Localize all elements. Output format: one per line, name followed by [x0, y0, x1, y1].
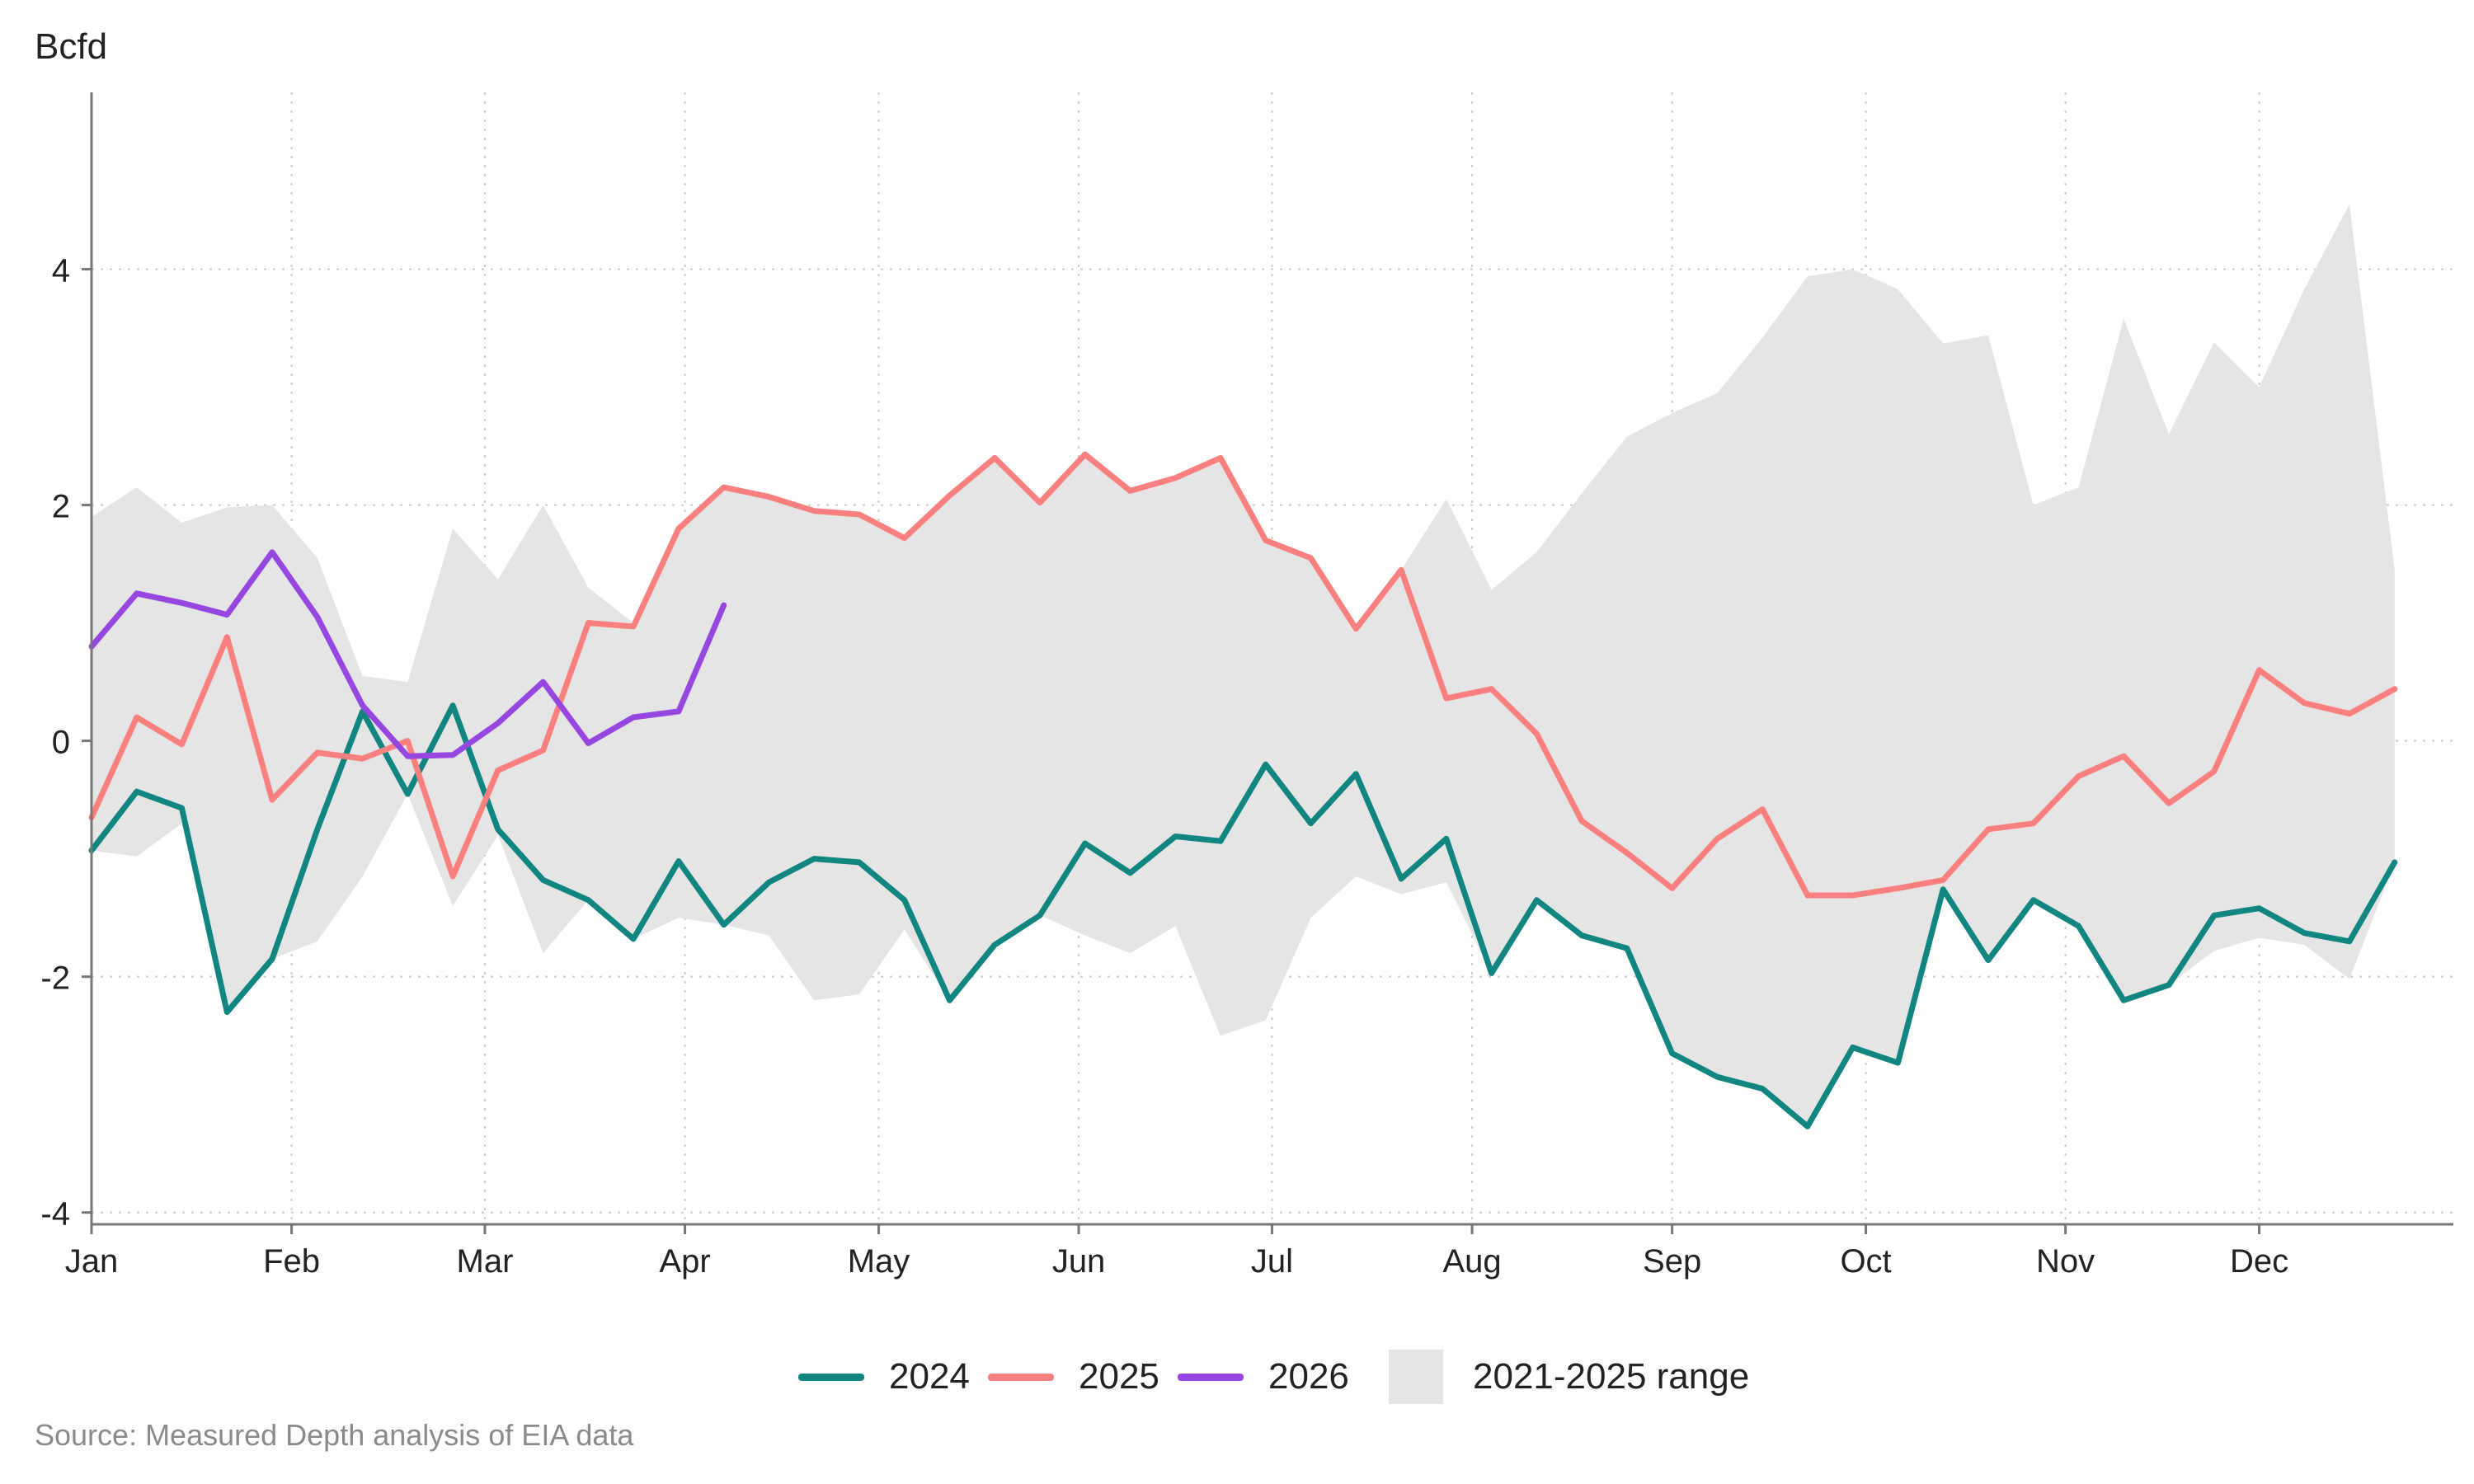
legend-swatch-2026	[1178, 1373, 1244, 1381]
x-tick-label: Mar	[457, 1243, 514, 1280]
range-layer	[92, 204, 2395, 1127]
x-tick-label: Apr	[659, 1243, 710, 1280]
series-layer	[88, 451, 2398, 1129]
x-tick-label: Jul	[1251, 1243, 1293, 1280]
x-tick-label: Nov	[2036, 1243, 2095, 1280]
legend-label-2025: 2025	[1079, 1356, 1159, 1397]
y-axis-unit-label: Bcfd	[35, 26, 108, 67]
y-tick-label: 2	[52, 489, 70, 525]
legend-item-2024: 2024	[798, 1344, 970, 1410]
x-tick-label: Oct	[1840, 1243, 1891, 1280]
y-tick-label: -4	[40, 1196, 70, 1233]
y-tick-label: 4	[52, 253, 70, 289]
x-tick-label: May	[848, 1243, 910, 1280]
legend-label-range: 2021-2025 range	[1473, 1356, 1750, 1397]
series-line-2026	[88, 549, 727, 759]
y-tick-label: 0	[52, 725, 70, 761]
series-line-2025	[88, 451, 2398, 899]
legend-item-2025: 2025	[988, 1344, 1159, 1410]
x-tick-label: Sep	[1643, 1243, 1701, 1280]
legend-item-range: 2021-2025 range	[1389, 1344, 1749, 1410]
x-tick-label: Aug	[1442, 1243, 1501, 1280]
y-tick-label: -2	[40, 960, 70, 997]
legend-swatch-2024	[798, 1373, 864, 1381]
x-tick-label: Feb	[263, 1243, 320, 1280]
source-note: Source: Measured Depth analysis of EIA d…	[35, 1418, 634, 1452]
range-band-2021-2025	[92, 204, 2395, 1127]
legend-swatch-range	[1389, 1350, 1443, 1404]
legend: 2024 2025 2026 2021-2025 range	[0, 1344, 2474, 1410]
legend-swatch-2025	[988, 1373, 1054, 1381]
axis-layer: -4 -2 0 2 4 Jan Feb Mar Apr May Jun Jul Aug Sep Oct Nov…	[40, 92, 2453, 1280]
x-tick-label: Jan	[65, 1243, 119, 1280]
legend-label-2024: 2024	[889, 1356, 970, 1397]
series-line-2024	[88, 702, 2398, 1129]
x-tick-label: Dec	[2230, 1243, 2288, 1280]
legend-item-2026: 2026	[1178, 1344, 1349, 1410]
legend-label-2026: 2026	[1268, 1356, 1349, 1397]
x-tick-label: Jun	[1052, 1243, 1106, 1280]
